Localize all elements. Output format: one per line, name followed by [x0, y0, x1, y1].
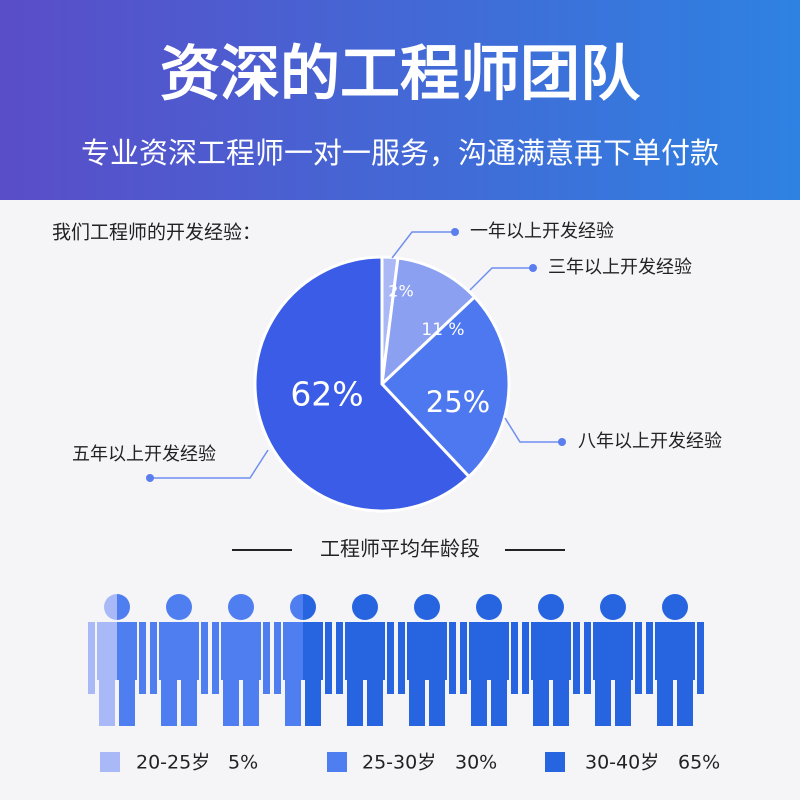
person-icon-part: [88, 594, 117, 726]
person-icon-part: [117, 594, 146, 726]
person-body: [522, 622, 580, 726]
person-head: [303, 594, 316, 620]
pie-slice: [379, 294, 511, 479]
person-icon-part: [522, 594, 580, 726]
person-body: [398, 622, 456, 726]
legend-swatch: [545, 752, 565, 772]
legend-label: 20-25岁: [136, 752, 210, 774]
person-body: [584, 622, 642, 726]
person-head: [228, 594, 254, 620]
person-body: [274, 622, 303, 726]
person-icon-part: [150, 594, 208, 726]
person-icon-part: [460, 594, 518, 726]
slice-label: 62%: [290, 375, 363, 414]
person-body: [336, 622, 394, 726]
person-head: [166, 594, 192, 620]
legend-value: 30%: [455, 752, 497, 774]
slice-label: 11 %: [421, 320, 464, 340]
person-head: [476, 594, 502, 620]
person-head: [414, 594, 440, 620]
pie-title: 我们工程师的开发经验：: [52, 222, 261, 244]
category-label: 三年以上开发经验: [548, 257, 692, 278]
person-body: [117, 622, 146, 726]
category-label: 一年以上开发经验: [470, 221, 614, 242]
header-title: 资深的工程师团队: [160, 40, 641, 110]
leader-dot: [146, 474, 154, 482]
person-body: [212, 622, 270, 726]
leader-dot: [529, 264, 537, 272]
legend-label: 30-40岁: [585, 752, 659, 774]
person-body: [646, 622, 704, 726]
header-subtitle: 专业资深工程师一对一服务，沟通满意再下单付款: [81, 136, 719, 170]
person-body: [303, 622, 332, 726]
pie-slice: [253, 255, 472, 513]
person-head: [600, 594, 626, 620]
header-band: [0, 0, 800, 200]
legend-value: 65%: [678, 752, 720, 774]
person-head: [117, 594, 130, 620]
person-body: [150, 622, 208, 726]
legend-value: 5%: [228, 752, 258, 774]
person-icon-part: [646, 594, 704, 726]
person-icon-part: [336, 594, 394, 726]
leader-dot: [558, 438, 566, 446]
person-icon-part: [398, 594, 456, 726]
slice-label: 2%: [388, 282, 413, 301]
leader-line: [469, 267, 533, 291]
category-label: 五年以上开发经验: [72, 444, 216, 465]
category-label: 八年以上开发经验: [578, 431, 722, 452]
person-icon-part: [303, 594, 332, 726]
legend-swatch: [327, 752, 347, 772]
person-icon-part: [584, 594, 642, 726]
leader-line: [391, 231, 455, 259]
slice-label: 25%: [426, 385, 490, 419]
person-head: [104, 594, 117, 620]
person-icon-part: [212, 594, 270, 726]
pictogram-title: 工程师平均年龄段: [320, 537, 480, 561]
person-head: [538, 594, 564, 620]
person-icon-part: [274, 594, 303, 726]
pie-slice: [379, 256, 477, 388]
person-head: [352, 594, 378, 620]
leader-dot: [451, 228, 459, 236]
legend-label: 25-30岁: [362, 752, 436, 774]
person-head: [662, 594, 688, 620]
person-body: [88, 622, 117, 726]
leader-line: [150, 449, 269, 479]
person-body: [460, 622, 518, 726]
leader-line: [504, 417, 562, 443]
legend-swatch: [100, 752, 120, 772]
person-head: [290, 594, 303, 620]
